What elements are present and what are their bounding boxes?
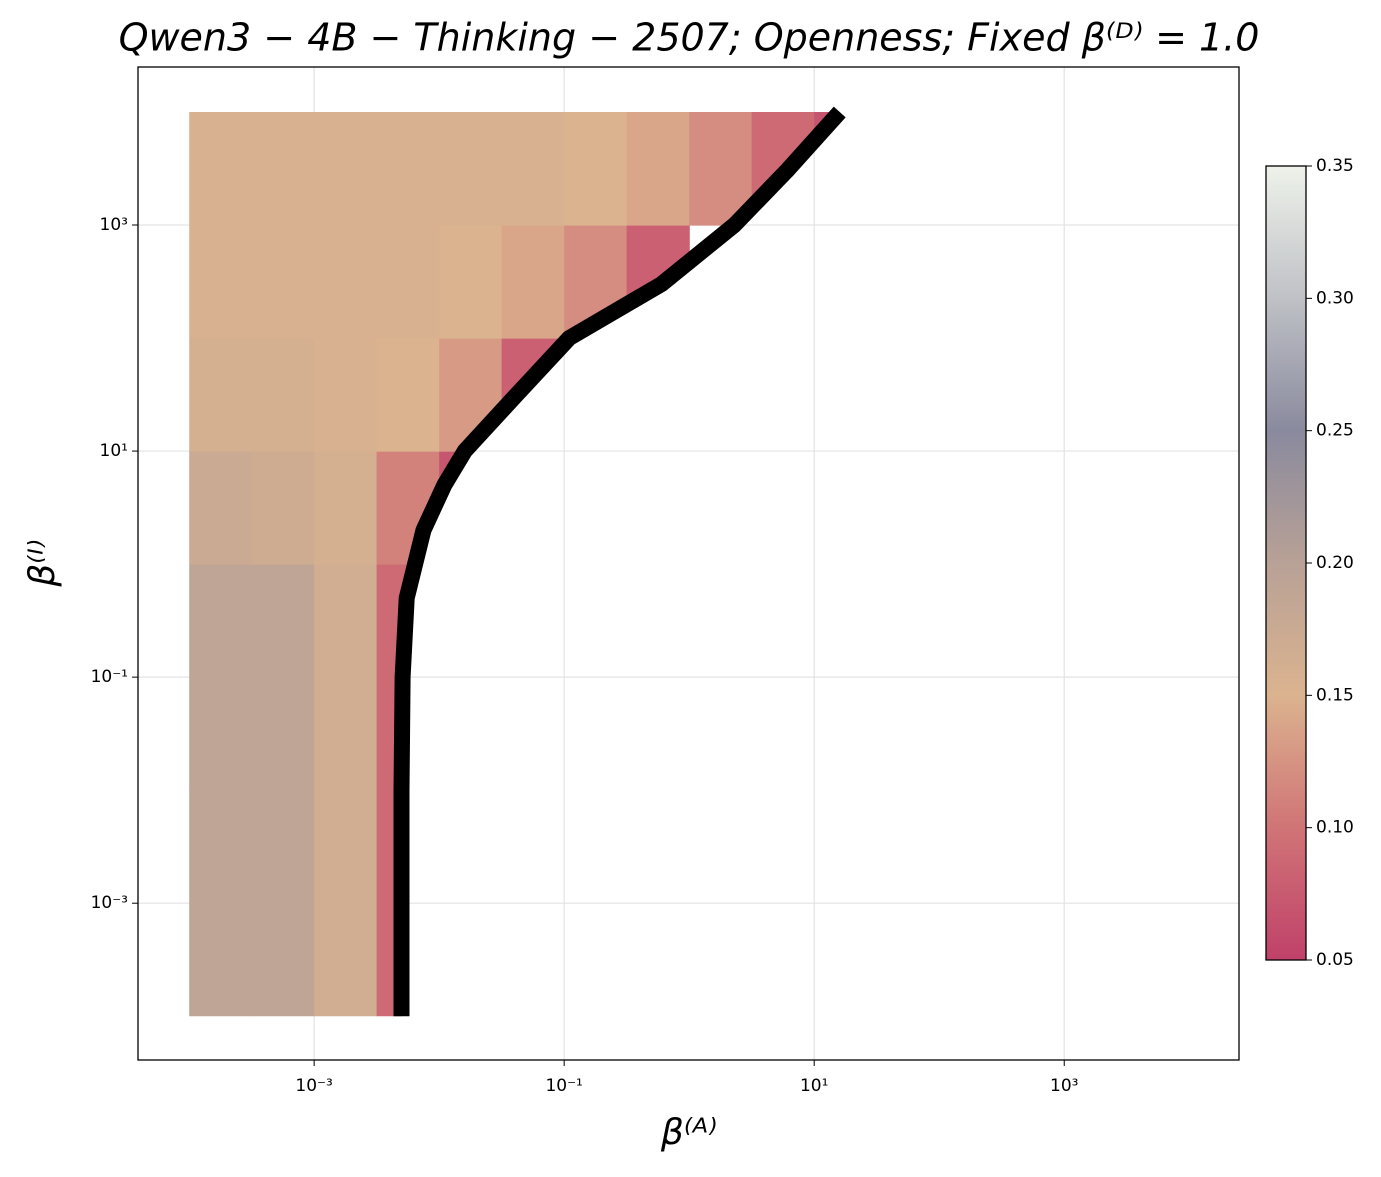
heatmap-cell [376,111,440,226]
colorbar-tick-label: 0.30 [1316,288,1354,308]
x-axis-label: β⁽ᴬ⁾ [660,1112,717,1153]
x-tick-label: 10¹ [800,1076,828,1096]
heatmap-cell [564,111,628,226]
heatmap-cell [251,790,315,904]
colorbar-tick-label: 0.25 [1316,421,1354,441]
y-axis-label: β⁽ᴵ⁾ [22,539,63,587]
boundary-line [393,106,846,1017]
heatmap-cell [439,111,503,226]
heatmap-cell [626,111,690,226]
chart-title: Qwen3 − 4B − Thinking − 2507; Openness; … [119,16,1260,60]
x-tick-label: 10⁻³ [295,1076,332,1096]
heatmap-cell [189,338,253,452]
heatmap-cell [501,225,565,339]
heatmap-cell [251,451,315,565]
y-tick-label: 10⁻³ [91,893,128,913]
heatmap-cell [439,225,503,339]
heatmap-cell [314,677,378,791]
heatmap-cell [251,225,315,339]
plot-frame [137,66,1240,1061]
heatmap-cell [189,790,253,904]
colorbar-tick-label: 0.05 [1316,950,1354,970]
y-tick-label: 10³ [100,215,128,235]
heatmap-cell [189,111,253,226]
heatmap-cell [189,903,253,1017]
heatmap-cell [189,564,253,678]
x-tick-label: 10³ [1050,1076,1078,1096]
y-tick-label: 10⁻¹ [91,667,128,687]
heatmap-cell [314,451,378,565]
heatmap-cell [251,564,315,678]
colorbar [1265,165,1307,961]
heatmap-cell [314,338,378,452]
y-tick-label: 10¹ [100,441,128,461]
heatmap-cell [189,225,253,339]
heatmap-cell [251,903,315,1017]
colorbar-tick-label: 0.15 [1316,685,1354,705]
colorbar-tick-label: 0.10 [1316,818,1354,838]
heatmap-cell [314,111,378,226]
heatmap-cell [251,338,315,452]
heatmap-cell [376,225,440,339]
heatmap-cell [376,338,440,452]
heatmap-cell [501,111,565,226]
x-tick-label: 10⁻¹ [545,1076,582,1096]
heatmap-cell [314,790,378,904]
colorbar-tick-label: 0.20 [1316,553,1354,573]
heatmap-cell [189,451,253,565]
heatmap-cell [189,677,253,791]
heatmap-cell [314,564,378,678]
colorbar-tick-label: 0.35 [1316,156,1354,176]
heatmap-cell [314,225,378,339]
heatmap-cell [314,903,378,1017]
heatmap-cell [251,677,315,791]
heatmap-cell [251,111,315,226]
